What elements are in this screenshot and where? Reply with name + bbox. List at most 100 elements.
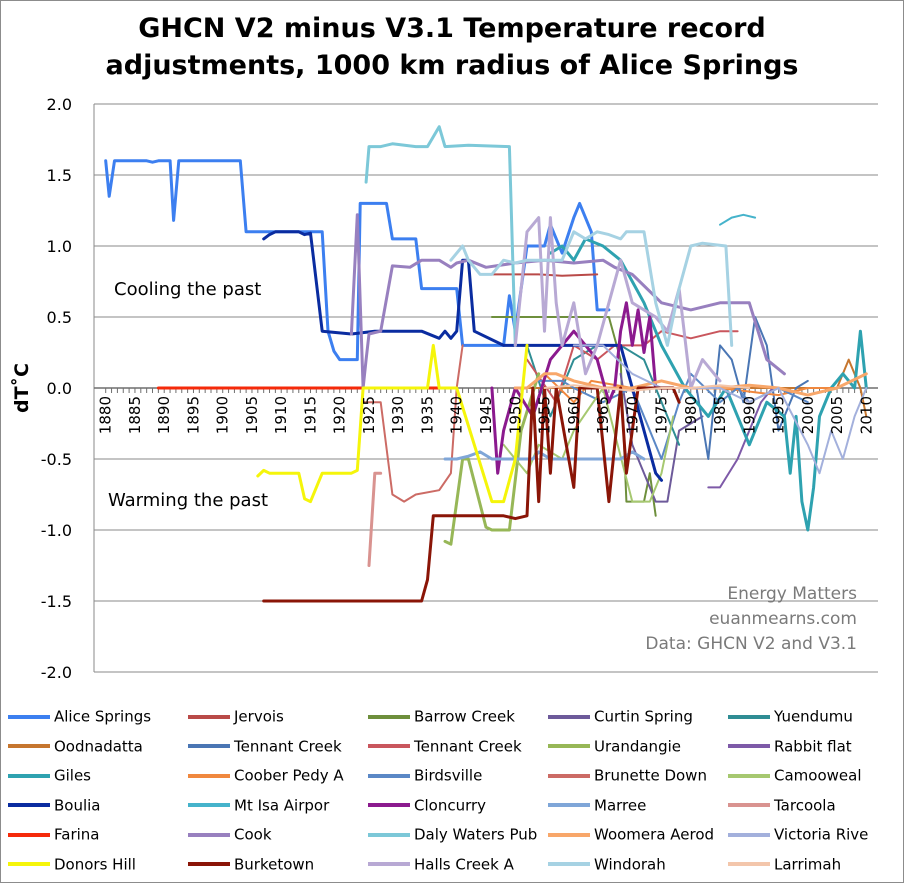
legend-swatch	[548, 832, 590, 837]
series-line-burketown-26	[262, 386, 681, 603]
legend-item: Burketown	[188, 855, 314, 877]
x-tick-label: 1935	[418, 396, 436, 434]
y-axis-label: dT˚C	[10, 363, 33, 413]
legend-item: Brunette Down	[548, 766, 707, 788]
credit-line: Energy Matters	[727, 584, 857, 604]
legend-swatch	[8, 773, 50, 778]
series-line-tarcoola-19	[367, 471, 383, 567]
legend-swatch	[8, 803, 50, 807]
x-tick-label: 2010	[857, 396, 875, 434]
legend-swatch	[368, 803, 410, 807]
annotations: Cooling the past Warming the past Energy M…	[108, 279, 857, 654]
chart-title-line-2: adjustments, 1000 km radius of Alice Spr…	[105, 50, 799, 81]
x-tick-label: 1970	[623, 396, 641, 434]
x-tick-label: 1955	[536, 396, 554, 434]
legend-label: Brunette Down	[594, 766, 707, 785]
x-tick-label: 1990	[740, 396, 758, 434]
legend-item: Rabbit flat	[728, 737, 852, 759]
x-tick-label: 1975	[653, 396, 671, 434]
legend-label: Woomera Aerod	[594, 825, 715, 844]
legend-swatch	[188, 832, 230, 837]
legend-swatch	[548, 714, 590, 719]
legend-item: Cloncurry	[368, 796, 486, 818]
y-tick-label: 2.0	[47, 95, 72, 114]
legend-item: Donors Hill	[8, 855, 136, 877]
legend-label: Tarcoola	[774, 796, 836, 814]
legend-item: Oodnadatta	[8, 737, 143, 759]
tick-labels: 2.0 1.5 1.0 0.5 0.0 -0.5 -1.0 -1.5 -2.0 1880 1885 1…	[10, 95, 875, 682]
y-tick-label: 0.5	[47, 308, 72, 327]
legend-swatch	[728, 862, 770, 866]
legend-swatch	[728, 714, 770, 719]
legend-swatch	[188, 862, 230, 866]
legend-item: Tennant Creek	[188, 737, 342, 759]
y-tick-label: -2.0	[41, 663, 72, 682]
legend-item: Daly Waters Pub	[368, 825, 537, 847]
legend-item: Alice Springs	[8, 707, 151, 729]
legend-item: Yuendumu	[728, 707, 853, 729]
series-line-rabbit-flat-9	[707, 387, 774, 489]
legend-label: Cloncurry	[414, 796, 487, 814]
legend-item: Curtin Spring	[548, 707, 693, 729]
legend-item: Mt Isa Airpor	[188, 796, 329, 818]
legend-label: Burketown	[234, 855, 315, 873]
legend-item: Jervois	[188, 707, 284, 729]
legend-label: Jervois	[234, 707, 284, 726]
legend-item: Tennant Creek	[368, 737, 522, 759]
x-tick-label: 1910	[272, 396, 290, 434]
legend-swatch	[8, 862, 50, 866]
series-line-mt-isa-airpor-16	[719, 213, 757, 226]
legend-label: Victoria Rive	[774, 825, 869, 844]
legend-swatch	[8, 744, 50, 748]
legend-item: Cook	[188, 825, 272, 847]
series-line-woomera-aerod-23	[513, 372, 868, 397]
legend-label: Tennant Creek	[234, 737, 342, 755]
legend-swatch	[548, 862, 590, 866]
legend-swatch	[188, 773, 230, 778]
legend-swatch	[368, 714, 410, 719]
y-tick-label: -1.0	[41, 521, 72, 540]
x-tick-label: 1995	[770, 396, 788, 434]
series-line-larrimah-29	[543, 384, 751, 392]
chart-title: GHCN V2 minus V3.1 Temperature record ad…	[0, 10, 904, 84]
y-tick-label: -1.5	[41, 592, 72, 611]
legend-swatch	[728, 803, 770, 807]
legend-item: Giles	[8, 766, 91, 788]
chart-title-line-1: GHCN V2 minus V3.1 Temperature record	[138, 13, 766, 44]
legend-label: Rabbit flat	[774, 737, 852, 755]
legend-label: Curtin Spring	[594, 707, 693, 726]
series-line-curtin-spring-3	[619, 372, 704, 503]
legend-swatch	[548, 744, 590, 748]
series-line-cloncurry-17	[490, 301, 658, 475]
series-line-daly-waters-pub-22	[364, 125, 517, 347]
legend-label: Donors Hill	[54, 855, 136, 873]
legend-label: Farina	[54, 825, 100, 844]
legend-swatch	[368, 862, 410, 866]
legend-swatch	[188, 714, 230, 719]
legend-item: Larrimah	[728, 855, 841, 877]
x-tick-label: 1880	[97, 396, 115, 434]
legend-item: Woomera Aerod	[548, 825, 714, 847]
legend-label: Cook	[234, 825, 272, 844]
x-tick-label: 1940	[448, 396, 466, 434]
legend-label: Windorah	[594, 855, 666, 873]
x-tick-label: 1965	[594, 396, 612, 434]
legend-swatch	[368, 773, 410, 778]
line-chart: 2.0 1.5 1.0 0.5 0.0 -0.5 -1.0 -1.5 -2.0 1880 1885 1…	[10, 95, 878, 682]
x-tick-label: 1945	[477, 396, 495, 434]
legend-item: Tarcoola	[728, 796, 836, 818]
legend-item: Halls Creek A	[368, 855, 514, 877]
legend-label: Coober Pedy A	[234, 766, 344, 785]
legend-item: Urandangie	[548, 737, 681, 759]
legend-swatch	[188, 803, 230, 807]
credit-line: euanmearns.com	[709, 609, 857, 629]
legend-item: Boulia	[8, 796, 101, 818]
x-tick-label: 1960	[565, 396, 583, 434]
series-line-alice-springs-0	[104, 159, 611, 362]
legend-item: Windorah	[548, 855, 666, 877]
x-tick-label: 1900	[214, 396, 232, 434]
series-line-cook-21	[349, 213, 786, 390]
legend-label: Camooweal	[774, 766, 862, 785]
legend-swatch	[728, 832, 770, 837]
legend-label: Urandangie	[594, 737, 681, 755]
